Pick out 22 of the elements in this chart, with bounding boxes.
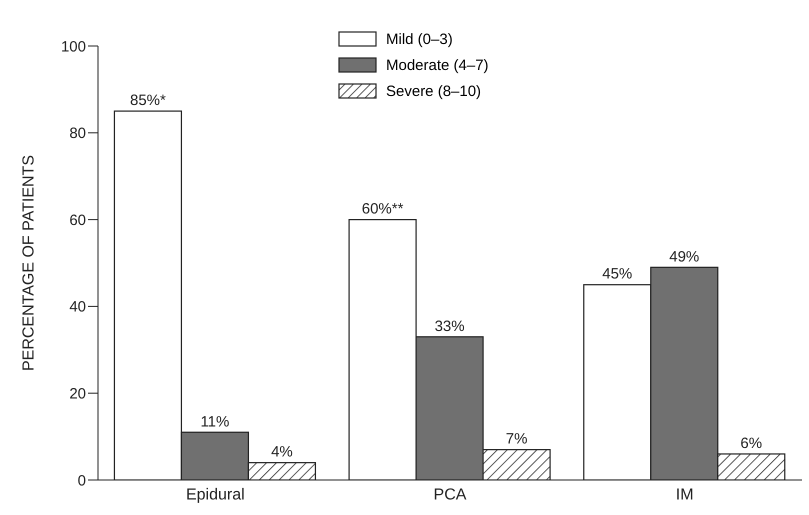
y-tick-label: 100: [60, 38, 86, 56]
y-tick-label: 20: [69, 386, 86, 403]
data-label: 4%: [271, 444, 293, 461]
legend-label: Mild (0–3): [386, 30, 453, 48]
y-tick-label: 80: [69, 125, 86, 142]
x-tick-label: PCA: [434, 486, 467, 504]
y-tick-label: 0: [78, 472, 86, 490]
data-label: 49%: [669, 248, 700, 266]
data-label: 11%: [200, 413, 230, 430]
data-label: 45%: [602, 266, 632, 283]
data-label: 85%*: [130, 92, 166, 110]
y-tick-label: 40: [69, 298, 86, 316]
data-label: 60%**: [362, 200, 404, 218]
data-label: 33%: [434, 318, 465, 335]
y-tick-label: 60: [69, 212, 86, 229]
data-label: 6%: [740, 434, 762, 452]
legend-label: Severe (8–10): [386, 82, 482, 100]
x-tick-label: IM: [676, 486, 694, 504]
legend-label: Moderate (4–7): [386, 56, 489, 74]
x-tick-label: Epidural: [186, 486, 245, 504]
y-axis-title: PERCENTAGE OF PATIENTS: [20, 154, 38, 372]
data-label: 7%: [506, 430, 528, 448]
